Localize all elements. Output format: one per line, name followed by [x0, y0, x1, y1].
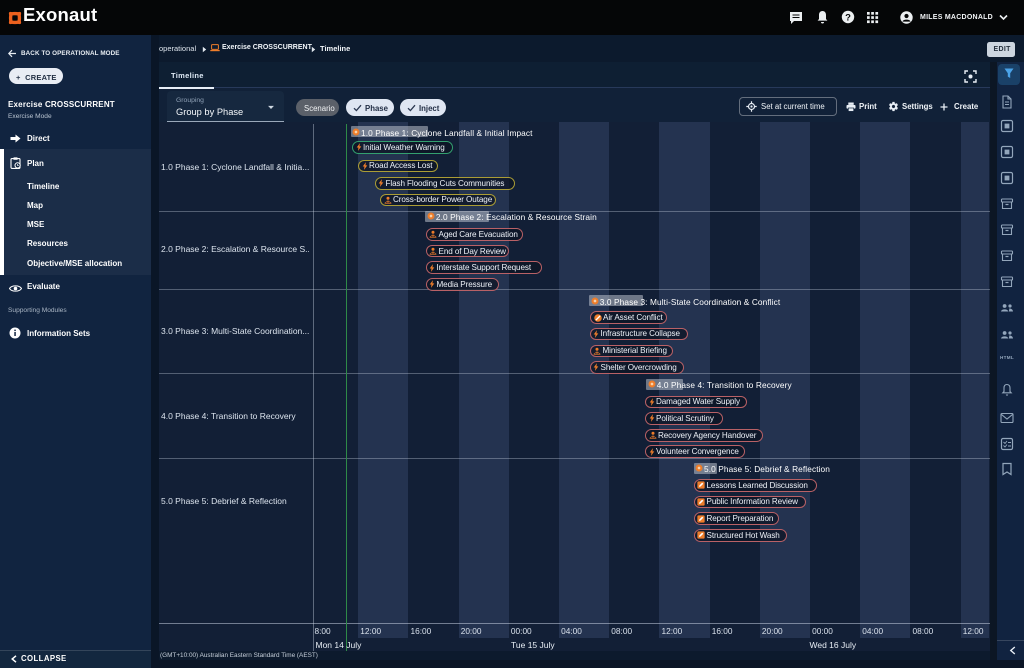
- svg-text:?: ?: [845, 12, 851, 23]
